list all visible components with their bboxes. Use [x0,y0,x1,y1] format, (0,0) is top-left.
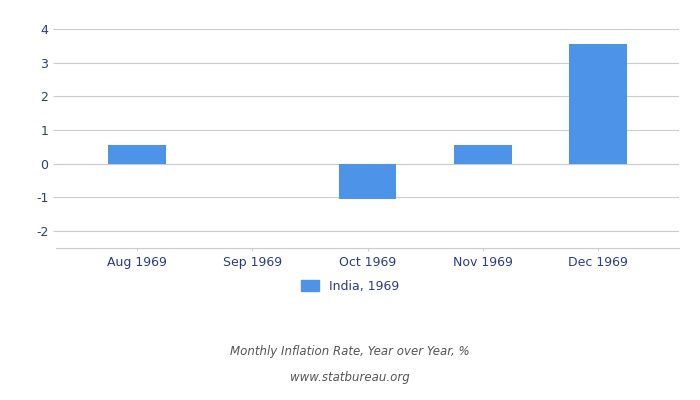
Bar [569,44,627,164]
Bar [339,164,396,199]
Text: www.statbureau.org: www.statbureau.org [290,372,410,384]
Legend: India, 1969: India, 1969 [295,275,405,298]
Bar [454,145,512,164]
Text: Monthly Inflation Rate, Year over Year, %: Monthly Inflation Rate, Year over Year, … [230,346,470,358]
Bar [108,145,166,164]
